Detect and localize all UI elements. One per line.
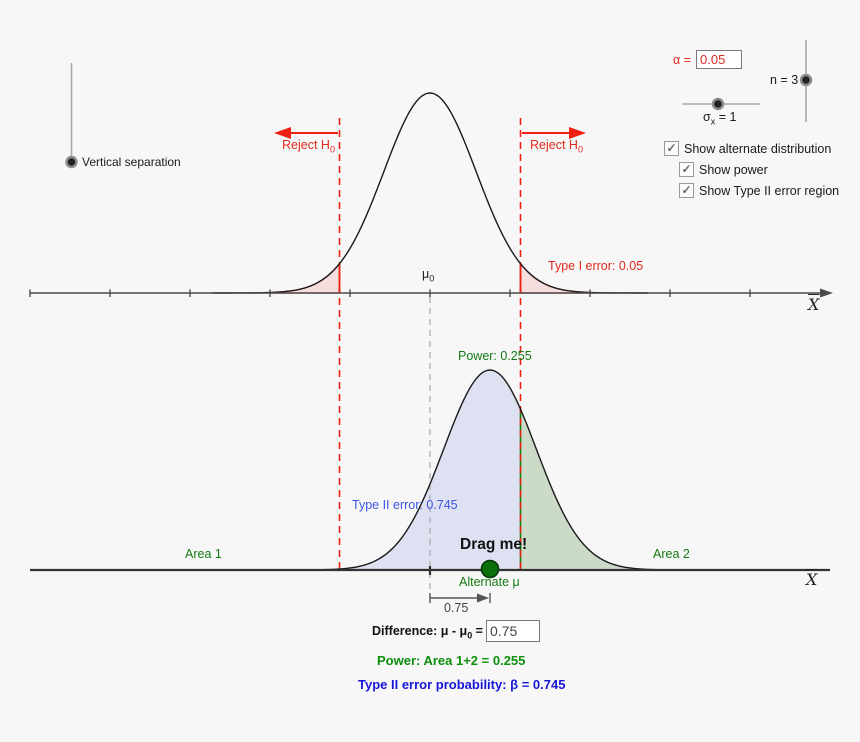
n-slider-handle[interactable] xyxy=(799,73,813,87)
sigma-slider-handle[interactable] xyxy=(711,97,725,111)
type2-error-label: Type II error: 0.745 xyxy=(352,498,458,512)
mu0-label: μ0 xyxy=(422,267,435,284)
reject-left-arrow xyxy=(274,127,338,139)
n-label: n = 3 xyxy=(770,73,799,87)
alpha-label: α = xyxy=(673,53,691,67)
vertical-separation-label: Vertical separation xyxy=(82,155,181,169)
top-axis-label: X xyxy=(808,295,820,314)
sigma-label: σx = 1 xyxy=(703,110,737,127)
vertical-separation-slider-handle[interactable] xyxy=(65,155,78,169)
null-distribution-curve xyxy=(212,92,648,294)
type1-left-tail-region xyxy=(215,261,341,294)
bottom-axis-label: X xyxy=(806,570,818,589)
checkbox-show-power[interactable]: ✓ Show power xyxy=(679,162,768,177)
reject-h0-right-label: Reject H0 xyxy=(530,138,583,155)
power-label: Power: 0.255 xyxy=(458,349,532,363)
beta-summary-line: Type II error probability: β = 0.745 xyxy=(358,677,566,692)
reject-h0-left-label: Reject H0 xyxy=(282,138,335,155)
top-axis-arrowhead xyxy=(820,288,833,298)
difference-input[interactable] xyxy=(486,620,540,642)
difference-label: Difference: μ - μ0 = xyxy=(372,624,483,641)
difference-arrow-value: 0.75 xyxy=(444,601,469,615)
alternate-distribution-curve xyxy=(272,369,708,571)
checkbox-check-icon[interactable]: ✓ xyxy=(664,141,679,156)
alternate-mu-label: Alternate μ xyxy=(459,575,520,589)
type1-error-label: Type I error: 0.05 xyxy=(548,259,644,273)
checkbox-show-alternate-distribution[interactable]: ✓ Show alternate distribution xyxy=(664,141,831,156)
reject-right-arrow xyxy=(522,127,586,139)
power-summary-line: Power: Area 1+2 = 0.255 xyxy=(377,653,526,668)
type2-error-region xyxy=(276,370,521,570)
difference-arrow xyxy=(429,593,491,603)
area1-label: Area 1 xyxy=(185,547,222,561)
checkbox-check-icon[interactable]: ✓ xyxy=(679,162,694,177)
drag-me-label: Drag me! xyxy=(460,536,528,553)
alternate-mu-point[interactable] xyxy=(480,559,500,579)
area2-label: Area 2 xyxy=(653,547,690,561)
power-region xyxy=(520,409,704,570)
alpha-input[interactable] xyxy=(696,50,742,69)
checkbox-check-icon[interactable]: ✓ xyxy=(679,183,694,198)
checkbox-show-type2-region[interactable]: ✓ Show Type II error region xyxy=(679,183,839,198)
